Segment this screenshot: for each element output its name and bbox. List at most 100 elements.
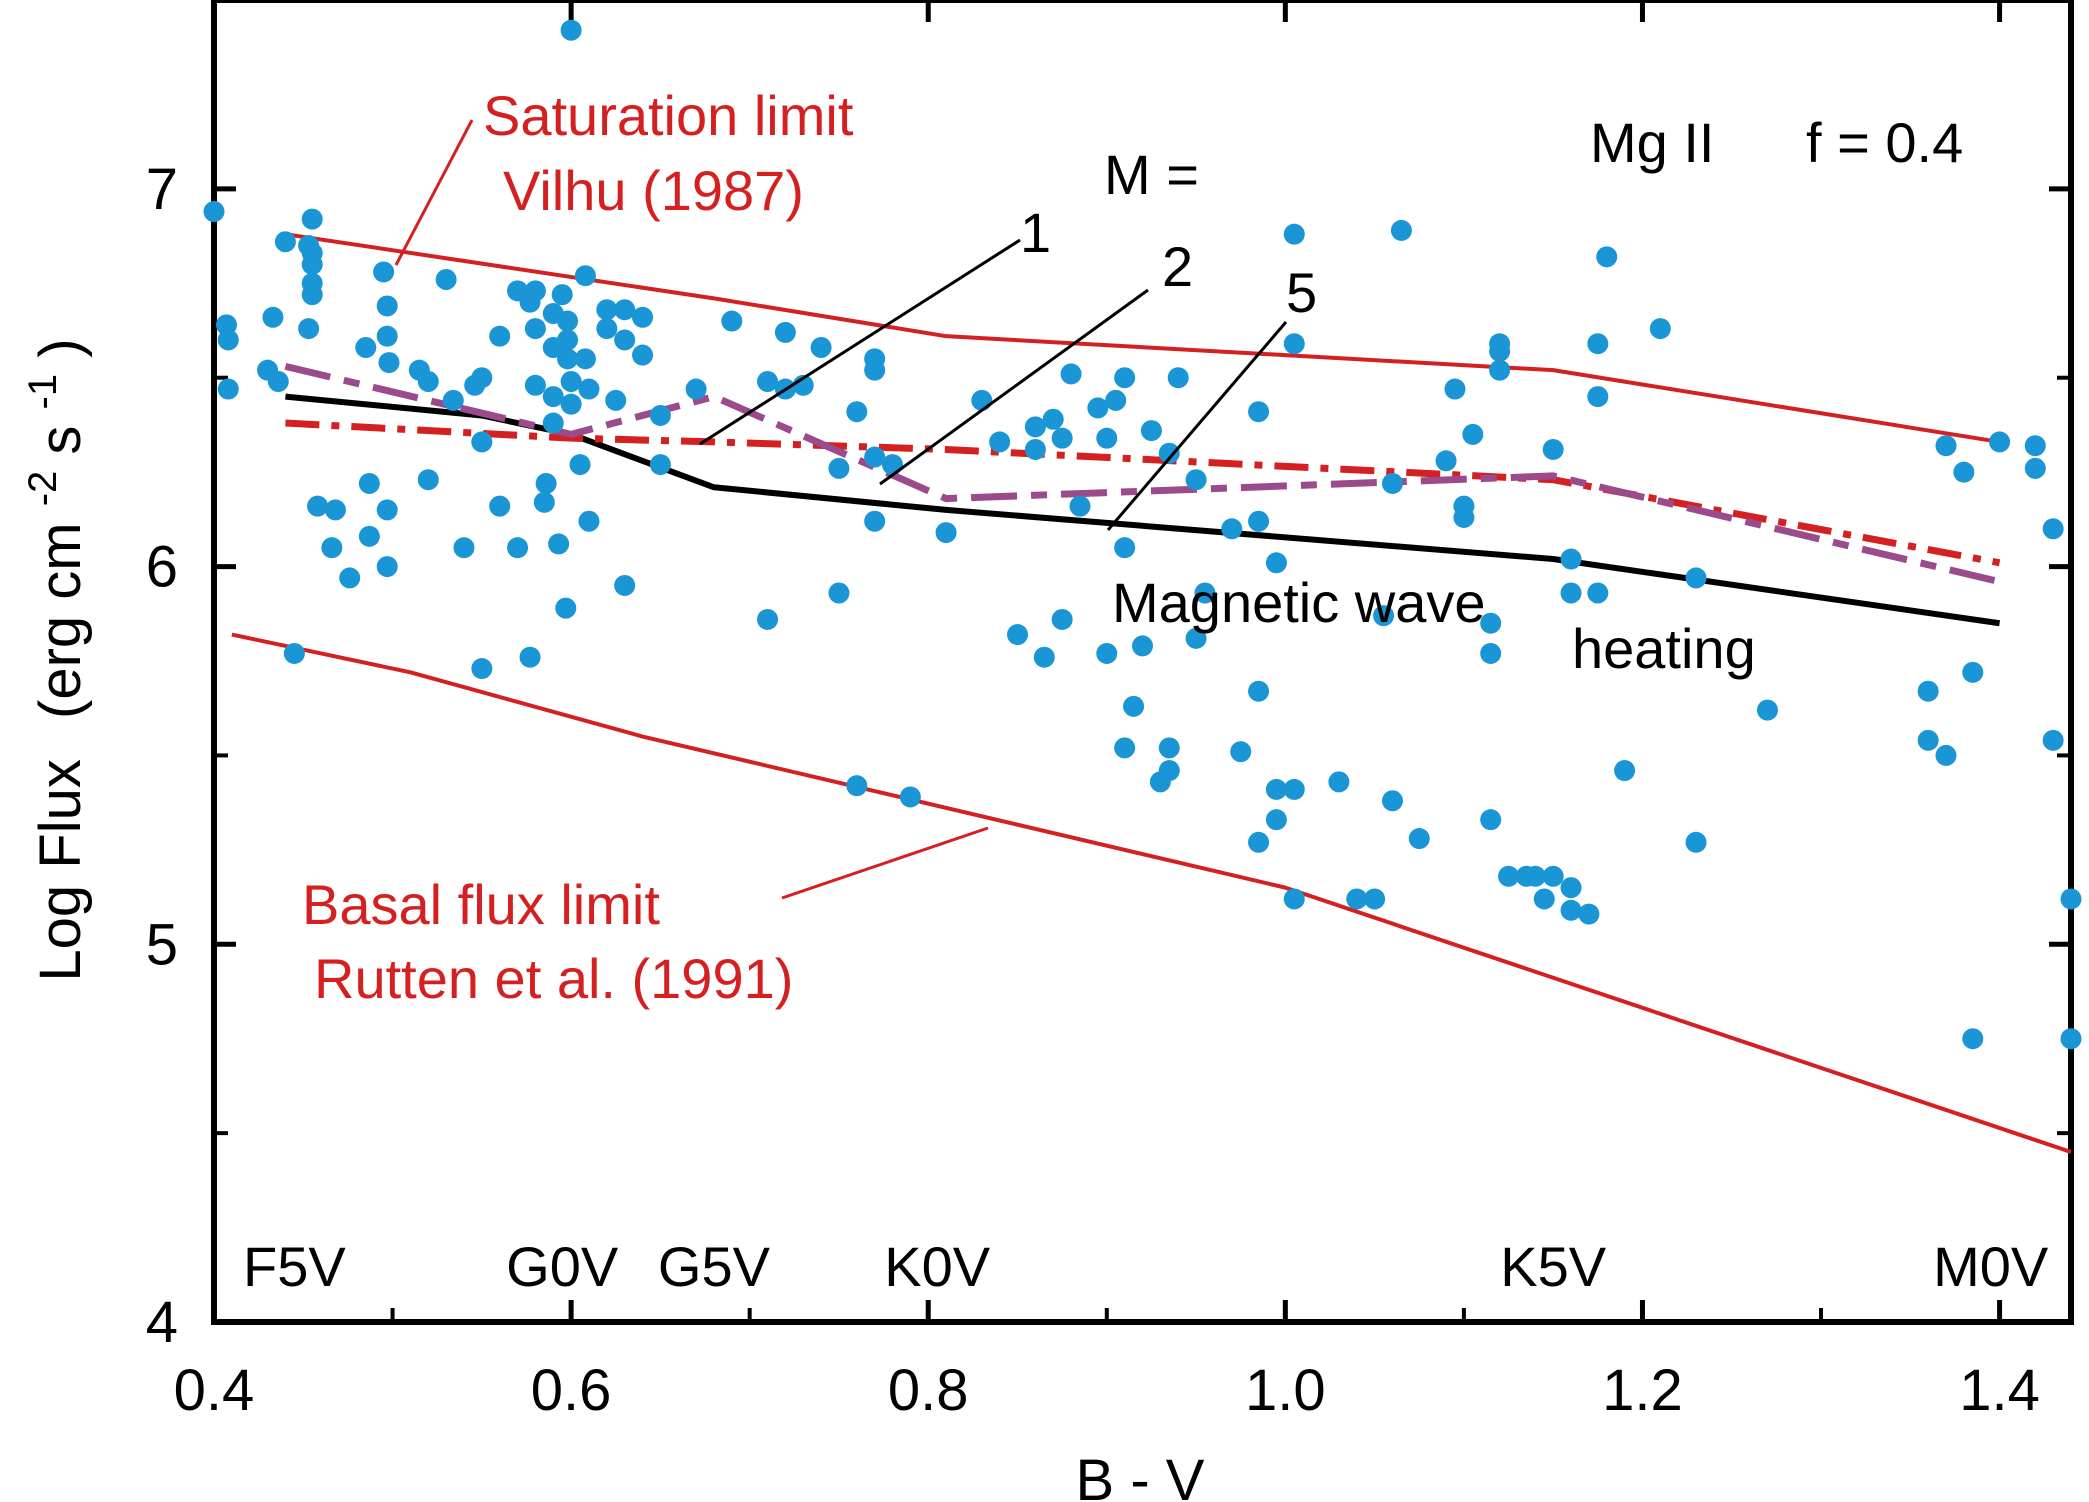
data-point: [1024, 438, 1046, 460]
m2-leader: [879, 288, 1149, 486]
data-point: [1007, 624, 1029, 646]
data-point: [685, 378, 707, 400]
data-point: [301, 253, 323, 275]
basal-label-1: Basal flux limit: [302, 873, 660, 936]
data-point: [417, 370, 439, 392]
data-point: [2060, 888, 2082, 910]
data-point: [557, 348, 579, 370]
data-point: [828, 582, 850, 604]
data-point: [1265, 552, 1287, 574]
data-point: [1444, 378, 1466, 400]
m1-leader: [699, 238, 1021, 446]
data-point: [533, 491, 555, 513]
y-axis-unit-exp1: -2: [21, 471, 65, 507]
filling-factor-label: f = 0.4: [1806, 111, 1963, 174]
spectral-type-label: F5V: [243, 1235, 346, 1298]
data-point: [376, 556, 398, 578]
data-point: [376, 499, 398, 521]
data-point: [1283, 223, 1305, 245]
data-point: [1248, 510, 1270, 532]
data-point: [1962, 661, 1984, 683]
data-point: [551, 284, 573, 306]
m1-label: 1: [1020, 201, 1051, 264]
data-point: [373, 261, 395, 283]
data-point: [2024, 457, 2046, 479]
data-point: [1051, 608, 1073, 630]
data-point: [555, 597, 577, 619]
data-point: [1685, 567, 1707, 589]
data-point: [1533, 888, 1555, 910]
data-point: [542, 412, 564, 434]
data-point: [1283, 778, 1305, 800]
data-point: [578, 378, 600, 400]
data-point: [1524, 865, 1546, 887]
data-point: [358, 525, 380, 547]
data-point: [519, 646, 541, 668]
series-line-2: [231, 632, 2072, 1154]
y-tick-label: 4: [146, 1290, 178, 1355]
spectral-type-labels: F5V G0V G5V K0V K5V M0V: [243, 1235, 2049, 1298]
data-point: [524, 318, 546, 340]
x-tick-label: 0.6: [531, 1358, 612, 1423]
data-point: [417, 469, 439, 491]
data-point: [1480, 612, 1502, 634]
data-point: [989, 431, 1011, 453]
data-point: [1587, 386, 1609, 408]
data-point: [632, 344, 654, 366]
data-point: [548, 533, 570, 555]
y-tick-label: 7: [146, 157, 178, 222]
data-point: [574, 348, 596, 370]
data-point: [560, 393, 582, 415]
spectral-type-label: G5V: [658, 1235, 771, 1298]
data-point: [1248, 680, 1270, 702]
data-point: [355, 336, 377, 358]
data-point: [1328, 771, 1350, 793]
data-point: [1381, 790, 1403, 812]
m2-label: 2: [1162, 235, 1193, 298]
magnetic-wave-label: Magnetic wave: [1112, 571, 1486, 634]
data-point: [596, 299, 618, 321]
data-point: [471, 658, 493, 680]
data-point: [203, 201, 225, 223]
data-point: [864, 510, 886, 532]
data-point: [899, 786, 921, 808]
data-point: [605, 389, 627, 411]
data-point: [614, 299, 636, 321]
m-equals-label: M =: [1104, 143, 1199, 206]
data-point: [1596, 246, 1618, 268]
data-point: [560, 370, 582, 392]
data-point: [1917, 680, 1939, 702]
data-point: [283, 642, 305, 664]
data-point: [1265, 809, 1287, 831]
data-point: [1248, 401, 1270, 423]
data-point: [632, 306, 654, 328]
data-point: [471, 367, 493, 389]
data-point: [1649, 318, 1671, 340]
x-tick-label: 1.2: [1602, 1358, 1683, 1423]
data-point: [774, 321, 796, 343]
data-point: [1087, 397, 1109, 419]
data-point: [810, 336, 832, 358]
data-point: [971, 389, 993, 411]
data-point: [1489, 340, 1511, 362]
data-point: [757, 608, 779, 630]
data-point: [471, 431, 493, 453]
data-point: [1194, 582, 1216, 604]
data-point: [1578, 903, 1600, 925]
data-point: [1435, 450, 1457, 472]
basal-leader: [781, 826, 989, 900]
data-point: [757, 370, 779, 392]
data-point: [1381, 472, 1403, 494]
data-point: [1060, 363, 1082, 385]
data-point: [274, 231, 296, 253]
data-point: [1962, 1028, 1984, 1050]
data-point: [339, 567, 361, 589]
data-point: [1123, 695, 1145, 717]
data-point: [864, 446, 886, 468]
data-points: [203, 19, 2082, 1050]
data-point: [596, 318, 618, 340]
data-point: [560, 19, 582, 41]
data-point: [1265, 778, 1287, 800]
data-point: [846, 775, 868, 797]
data-point: [1185, 627, 1207, 649]
